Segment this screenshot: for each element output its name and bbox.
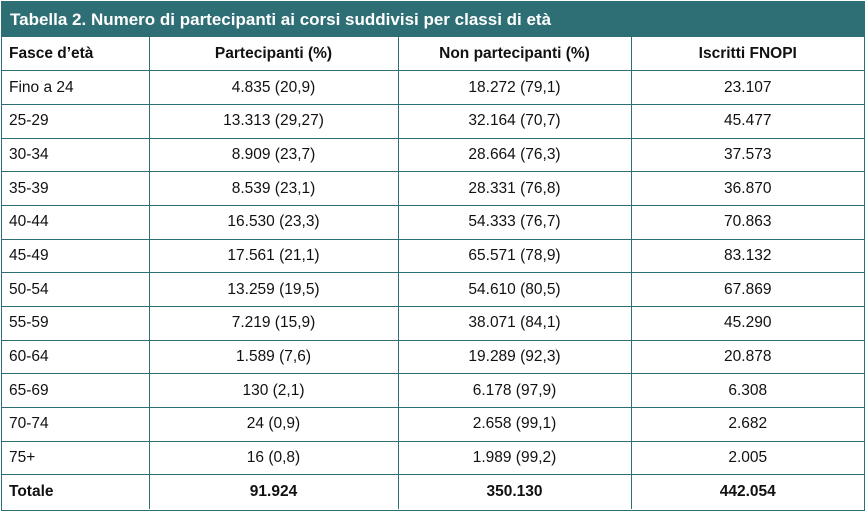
cell-age-group: 40-44: [2, 204, 150, 240]
cell-non-participants: 65.571 (78,9): [397, 238, 632, 274]
table-row: 30-34 8.909 (23,7) 28.664 (76,3) 37.573: [2, 137, 864, 173]
cell-age-group: 25-29: [2, 103, 150, 139]
cell-age-group: 55-59: [2, 306, 150, 341]
table-row: Fino a 24 4.835 (20,9) 18.272 (79,1) 23.107: [2, 70, 864, 105]
cell-registered: 83.132: [630, 238, 864, 274]
cell-participants: 16.530 (23,3): [148, 204, 399, 240]
cell-non-participants: 54.610 (80,5): [397, 272, 632, 307]
column-header-participants: Partecipanti (%): [148, 37, 399, 72]
data-table: Fasce d’età Partecipanti (%) Non parteci…: [2, 37, 864, 509]
cell-age-group: 50-54: [2, 272, 150, 307]
table-row: 55-59 7.219 (15,9) 38.071 (84,1) 45.290: [2, 306, 864, 341]
cell-participants: 1.589 (7,6): [148, 339, 399, 375]
cell-participants: 13.259 (19,5): [148, 272, 399, 307]
cell-participants: 7.219 (15,9): [148, 306, 399, 341]
total-cell-registered: 442.054: [630, 474, 864, 509]
column-header-registered: Iscritti FNOPI: [630, 37, 864, 72]
cell-age-group: 30-34: [2, 137, 150, 173]
cell-non-participants: 38.071 (84,1): [397, 306, 632, 341]
cell-age-group: 45-49: [2, 238, 150, 274]
cell-participants: 16 (0,8): [148, 440, 399, 476]
cell-participants: 8.539 (23,1): [148, 171, 399, 206]
cell-registered: 6.308: [630, 373, 864, 409]
cell-participants: 24 (0,9): [148, 407, 399, 442]
cell-age-group: 60-64: [2, 339, 150, 375]
cell-age-group: 65-69: [2, 373, 150, 409]
cell-age-group: 75+: [2, 440, 150, 476]
cell-non-participants: 6.178 (97,9): [397, 373, 632, 409]
table-row: 65-69 130 (2,1) 6.178 (97,9) 6.308: [2, 373, 864, 409]
cell-registered: 23.107: [630, 70, 864, 105]
table-row: 40-44 16.530 (23,3) 54.333 (76,7) 70.863: [2, 204, 864, 240]
column-header-non-participants: Non partecipanti (%): [397, 37, 632, 72]
cell-non-participants: 32.164 (70,7): [397, 103, 632, 139]
cell-participants: 13.313 (29,27): [148, 103, 399, 139]
cell-age-group: Fino a 24: [2, 70, 150, 105]
cell-registered: 45.477: [630, 103, 864, 139]
total-row: Totale 91.924 350.130 442.054: [2, 474, 864, 509]
cell-registered: 37.573: [630, 137, 864, 173]
cell-participants: 17.561 (21,1): [148, 238, 399, 274]
cell-registered: 67.869: [630, 272, 864, 307]
cell-participants: 8.909 (23,7): [148, 137, 399, 173]
table-row: 60-64 1.589 (7,6) 19.289 (92,3) 20.878: [2, 339, 864, 375]
cell-registered: 45.290: [630, 306, 864, 341]
cell-non-participants: 19.289 (92,3): [397, 339, 632, 375]
table-title: Tabella 2. Numero di partecipanti ai cor…: [2, 2, 864, 37]
cell-registered: 2.005: [630, 440, 864, 476]
total-cell-age-group: Totale: [2, 474, 150, 509]
column-header-age: Fasce d’età: [2, 37, 150, 72]
cell-age-group: 35-39: [2, 171, 150, 206]
cell-participants: 4.835 (20,9): [148, 70, 399, 105]
table-row: 70-74 24 (0,9) 2.658 (99,1) 2.682: [2, 407, 864, 442]
table-row: 75+ 16 (0,8) 1.989 (99,2) 2.005: [2, 440, 864, 476]
cell-registered: 70.863: [630, 204, 864, 240]
table-row: 50-54 13.259 (19,5) 54.610 (80,5) 67.869: [2, 272, 864, 307]
cell-non-participants: 2.658 (99,1): [397, 407, 632, 442]
total-cell-participants: 91.924: [148, 474, 399, 509]
cell-participants: 130 (2,1): [148, 373, 399, 409]
cell-registered: 2.682: [630, 407, 864, 442]
cell-non-participants: 54.333 (76,7): [397, 204, 632, 240]
cell-non-participants: 18.272 (79,1): [397, 70, 632, 105]
cell-registered: 20.878: [630, 339, 864, 375]
cell-registered: 36.870: [630, 171, 864, 206]
cell-age-group: 70-74: [2, 407, 150, 442]
cell-non-participants: 1.989 (99,2): [397, 440, 632, 476]
total-cell-non-participants: 350.130: [397, 474, 632, 509]
table-row: 25-29 13.313 (29,27) 32.164 (70,7) 45.477: [2, 103, 864, 139]
cell-non-participants: 28.331 (76,8): [397, 171, 632, 206]
header-row: Fasce d’età Partecipanti (%) Non parteci…: [2, 37, 864, 72]
table-row: 45-49 17.561 (21,1) 65.571 (78,9) 83.132: [2, 238, 864, 274]
cell-non-participants: 28.664 (76,3): [397, 137, 632, 173]
table-row: 35-39 8.539 (23,1) 28.331 (76,8) 36.870: [2, 171, 864, 206]
